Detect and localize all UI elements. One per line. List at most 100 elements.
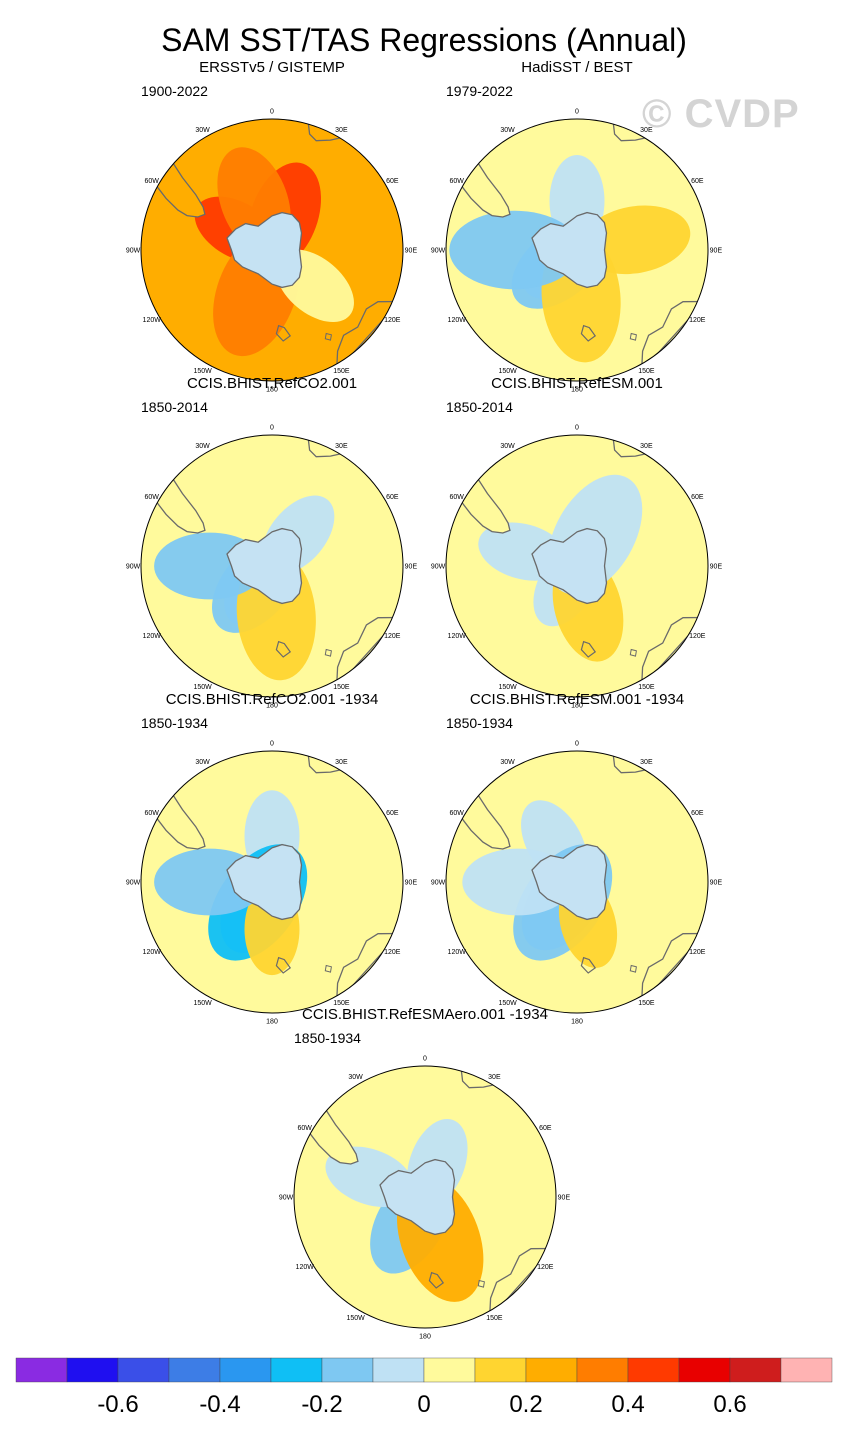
longitude-label: 30E bbox=[335, 443, 348, 450]
antarctica bbox=[531, 527, 608, 605]
colorbar-label: -0.2 bbox=[301, 1391, 342, 1418]
longitude-label: 180 bbox=[266, 1018, 278, 1025]
colorbar-swatch bbox=[168, 1357, 221, 1383]
longitude-label: 60E bbox=[691, 178, 704, 185]
longitude-label: 0 bbox=[575, 741, 579, 748]
panel-title: CCIS.BHIST.RefESM.001 bbox=[491, 375, 663, 392]
panel-period: 1850-2014 bbox=[446, 399, 513, 415]
longitude-label: 30E bbox=[640, 443, 653, 450]
longitude-label: 120E bbox=[384, 317, 401, 324]
longitude-label: 0 bbox=[575, 425, 579, 432]
colorbar: -0.6 -0.4 -0.2 0 0.2 0.4 0.6 bbox=[15, 1357, 833, 1418]
longitude-label: 90E bbox=[710, 880, 723, 887]
colorbar-swatch bbox=[270, 1357, 323, 1383]
colorbar-label: -0.4 bbox=[199, 1391, 240, 1418]
panel-period: 1979-2022 bbox=[446, 83, 513, 99]
tasmania bbox=[629, 964, 637, 973]
longitude-label: 120W bbox=[448, 317, 467, 324]
panel-period: 1850-1934 bbox=[446, 715, 513, 731]
longitude-label: 150W bbox=[498, 368, 517, 375]
map-frame bbox=[293, 1065, 557, 1329]
longitude-label: 60W bbox=[449, 494, 464, 501]
longitude-label: 30W bbox=[500, 759, 515, 766]
colorbar-swatch bbox=[117, 1357, 170, 1383]
longitude-label: 90W bbox=[431, 248, 446, 255]
new-zealand bbox=[580, 640, 597, 658]
tasmania bbox=[324, 332, 332, 341]
anomaly-region bbox=[579, 205, 691, 275]
panel-title: HadiSST / BEST bbox=[521, 59, 632, 76]
antarctica bbox=[226, 527, 303, 605]
longitude-label: 120W bbox=[296, 1264, 315, 1271]
new-zealand bbox=[580, 324, 597, 342]
longitude-label: 30W bbox=[195, 759, 210, 766]
panel-period: 1850-2014 bbox=[141, 399, 208, 415]
colorbar-swatch bbox=[576, 1357, 629, 1383]
longitude-label: 120E bbox=[384, 633, 401, 640]
longitude-label: 180 bbox=[571, 386, 583, 393]
longitude-label: 180 bbox=[571, 702, 583, 709]
map-panel-7: 0 30E 60E 90E 120E 150E 180 150W 120W 90W 60W 30W CC… bbox=[279, 1006, 571, 1340]
longitude-label: 90E bbox=[710, 248, 723, 255]
longitude-label: 120E bbox=[384, 949, 401, 956]
watermark: © CVDP bbox=[642, 92, 800, 136]
colorbar-label: 0.4 bbox=[611, 1391, 644, 1418]
longitude-label: 120W bbox=[143, 317, 162, 324]
tasmania bbox=[477, 1279, 485, 1288]
colorbar-label: 0 bbox=[417, 1391, 430, 1418]
longitude-label: 150E bbox=[333, 368, 350, 375]
longitude-label: 0 bbox=[270, 109, 274, 116]
map-frame bbox=[140, 118, 404, 382]
longitude-label: 90E bbox=[405, 248, 418, 255]
longitude-label: 30W bbox=[500, 127, 515, 134]
map-panel-6: 0 30E 60E 90E 120E 150E 180 150W 120W 90W 60W 30W CC… bbox=[431, 691, 723, 1025]
colorbar-swatch bbox=[780, 1357, 833, 1383]
longitude-label: 0 bbox=[270, 741, 274, 748]
longitude-label: 30W bbox=[348, 1074, 363, 1081]
longitude-label: 150E bbox=[333, 684, 350, 691]
colorbar-swatch bbox=[423, 1357, 476, 1383]
longitude-label: 60W bbox=[144, 178, 159, 185]
panel-period: 1900-2022 bbox=[141, 83, 208, 99]
longitude-label: 120W bbox=[143, 633, 162, 640]
colorbar-swatch bbox=[627, 1357, 680, 1383]
longitude-label: 90E bbox=[405, 564, 418, 571]
longitude-label: 150W bbox=[346, 1315, 365, 1322]
colorbar-swatch bbox=[678, 1357, 731, 1383]
colorbar-label: -0.6 bbox=[97, 1391, 138, 1418]
longitude-label: 90E bbox=[710, 564, 723, 571]
longitude-label: 90W bbox=[431, 880, 446, 887]
map-panel-2: 0 30E 60E 90E 120E 150E 180 150W 120W 90W 60W 30W Ha… bbox=[431, 59, 723, 393]
longitude-label: 150E bbox=[638, 684, 655, 691]
longitude-label: 60E bbox=[386, 810, 399, 817]
tasmania bbox=[629, 648, 637, 657]
longitude-label: 180 bbox=[419, 1333, 431, 1340]
longitude-label: 30E bbox=[335, 127, 348, 134]
colorbar-swatch bbox=[525, 1357, 578, 1383]
tasmania bbox=[324, 648, 332, 657]
longitude-label: 120E bbox=[537, 1264, 554, 1271]
longitude-label: 60W bbox=[449, 178, 464, 185]
longitude-label: 120E bbox=[689, 633, 706, 640]
antarctica bbox=[531, 843, 608, 921]
colorbar-swatch bbox=[372, 1357, 425, 1383]
panel-title: CCIS.BHIST.RefESM.001 -1934 bbox=[470, 691, 684, 708]
map-frame bbox=[140, 434, 404, 698]
longitude-label: 120E bbox=[689, 949, 706, 956]
longitude-label: 60W bbox=[144, 810, 159, 817]
new-zealand bbox=[275, 640, 292, 658]
colorbar-swatch bbox=[219, 1357, 272, 1383]
colorbar-label: 0.2 bbox=[509, 1391, 542, 1418]
longitude-label: 0 bbox=[575, 109, 579, 116]
longitude-label: 60W bbox=[449, 810, 464, 817]
antarctica bbox=[226, 211, 303, 289]
longitude-label: 30E bbox=[640, 127, 653, 134]
longitude-label: 150W bbox=[498, 1000, 517, 1007]
longitude-label: 90E bbox=[558, 1195, 571, 1202]
longitude-label: 60E bbox=[539, 1125, 552, 1132]
longitude-label: 90W bbox=[279, 1195, 294, 1202]
longitude-label: 90E bbox=[405, 880, 418, 887]
longitude-label: 150E bbox=[333, 1000, 350, 1007]
antarctica bbox=[226, 843, 303, 921]
